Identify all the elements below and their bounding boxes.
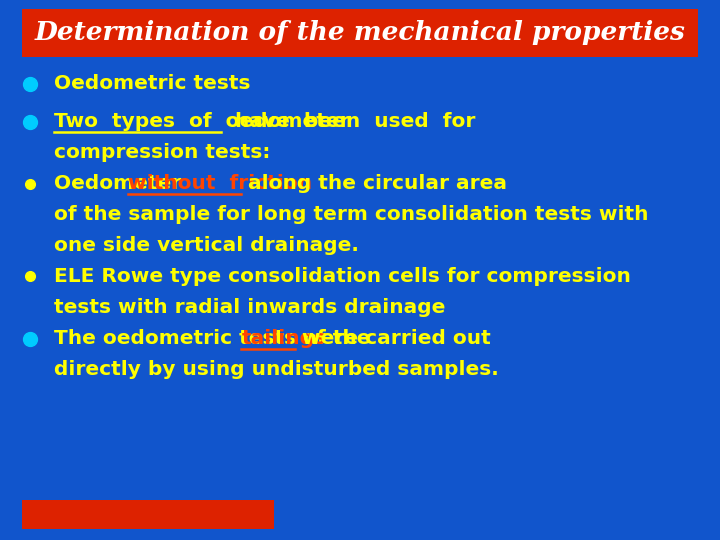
FancyBboxPatch shape <box>22 500 274 529</box>
Text: along the circular area: along the circular area <box>241 174 508 193</box>
Text: Two  types  of  oedometer: Two types of oedometer <box>54 112 350 131</box>
Text: of the sample for long term consolidation tests with: of the sample for long term consolidatio… <box>54 205 649 224</box>
Text: Oedometer: Oedometer <box>54 174 195 193</box>
Text: compression tests:: compression tests: <box>54 143 271 162</box>
Text: ELE Rowe type consolidation cells for compression: ELE Rowe type consolidation cells for co… <box>54 267 631 286</box>
Text: The oedometric tests of the: The oedometric tests of the <box>54 329 377 348</box>
FancyBboxPatch shape <box>22 9 698 57</box>
Text: have  been  used  for: have been used for <box>222 112 476 131</box>
Text: tests with radial inwards drainage: tests with radial inwards drainage <box>54 298 446 317</box>
Text: Oedometric tests: Oedometric tests <box>54 74 251 93</box>
Text: directly by using undisturbed samples.: directly by using undisturbed samples. <box>54 360 499 379</box>
Text: tailings: tailings <box>241 329 326 348</box>
Text: one side vertical drainage.: one side vertical drainage. <box>54 235 359 255</box>
Text: Determination of the mechanical properties: Determination of the mechanical properti… <box>35 21 685 45</box>
Text: without  friction: without friction <box>127 174 312 193</box>
Text: were carried out: were carried out <box>295 329 491 348</box>
